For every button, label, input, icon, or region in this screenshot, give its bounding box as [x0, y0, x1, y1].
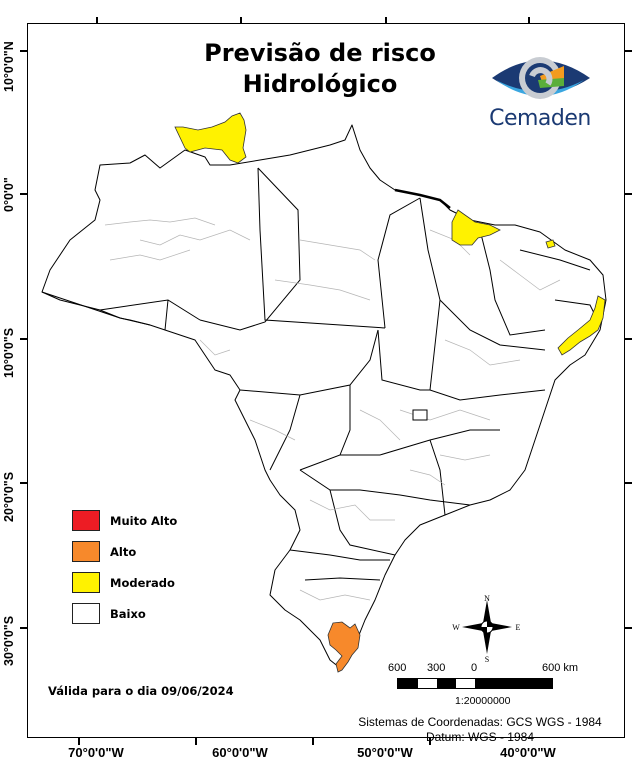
- swatch-moderado: [72, 572, 100, 593]
- tick: [312, 738, 314, 745]
- legend-item-moderado: Moderado: [72, 567, 177, 598]
- legend-label: Baixo: [110, 606, 146, 621]
- legend-item-alto: Alto: [72, 536, 177, 567]
- legend-label: Muito Alto: [110, 513, 178, 528]
- scale-bar: [397, 678, 553, 689]
- svg-text:N: N: [484, 594, 490, 603]
- swatch-baixo: [72, 603, 100, 624]
- tick: [625, 338, 632, 340]
- tick: [20, 338, 27, 340]
- map-frame: [27, 23, 625, 738]
- cemaden-logo-icon: [492, 57, 590, 99]
- x-axis-label: 40°0'0"W: [500, 745, 556, 760]
- svg-text:S: S: [485, 655, 489, 662]
- tick: [625, 50, 632, 52]
- y-axis-label: 10°0'0"N: [2, 41, 16, 92]
- tick: [78, 738, 80, 745]
- x-axis-label: 60°0'0"W: [212, 745, 268, 760]
- svg-text:W: W: [452, 623, 460, 632]
- scale-label: 600 km: [542, 662, 579, 674]
- legend-item-baixo: Baixo: [72, 598, 177, 629]
- crs-line-1: Sistemas de Coordenadas: GCS WGS - 1984: [358, 715, 602, 729]
- y-axis-label: 30°0'0"S: [2, 615, 16, 666]
- risk-area-maranhao: [451, 209, 501, 246]
- df-outline: [412, 409, 428, 421]
- tick: [96, 17, 98, 24]
- risk-area-rs-south: [327, 621, 361, 673]
- risk-area-roraima: [174, 112, 247, 164]
- tick: [20, 482, 27, 484]
- swatch-muito-alto: [72, 510, 100, 531]
- legend-label: Alto: [110, 544, 137, 559]
- scale-label: 0: [471, 662, 478, 674]
- legend-label: Moderado: [110, 575, 175, 590]
- map-title: Previsão de risco Hidrológico: [150, 38, 490, 100]
- x-axis-label: 50°0'0"W: [357, 745, 413, 760]
- tick: [20, 193, 27, 195]
- tick: [240, 17, 242, 24]
- tick: [625, 482, 632, 484]
- tick: [195, 738, 197, 745]
- tick: [625, 627, 632, 629]
- legend: Muito Alto Alto Moderado Baixo: [72, 505, 177, 629]
- y-axis-label: 20°0'0"S: [2, 471, 16, 522]
- x-axis-label: 70°0'0"W: [68, 745, 124, 760]
- tick: [385, 17, 387, 24]
- crs-line-2: Datum: WGS - 1984: [425, 730, 535, 744]
- tick: [20, 50, 27, 52]
- scale-label: 600: [388, 662, 407, 674]
- risk-area-east-coast: [557, 295, 606, 356]
- title-line-2: Hidrológico: [242, 70, 398, 98]
- brazil-map: [41, 112, 607, 673]
- brazil-outline: [41, 124, 607, 669]
- coordinate-system: Sistemas de Coordenadas: GCS WGS - 1984 …: [340, 715, 620, 745]
- title-line-1: Previsão de risco: [204, 39, 436, 67]
- scale-label: 300: [427, 662, 446, 674]
- svg-text:E: E: [516, 623, 521, 632]
- tick: [429, 738, 431, 745]
- compass-rose-icon: N S W E: [452, 594, 521, 662]
- logo-text: Cemaden: [489, 106, 591, 131]
- legend-item-muito-alto: Muito Alto: [72, 505, 177, 536]
- swatch-alto: [72, 541, 100, 562]
- tick: [20, 627, 27, 629]
- tick: [625, 193, 632, 195]
- y-axis-label: 0°0'0": [2, 177, 16, 212]
- risk-area-ceara: [545, 239, 556, 249]
- tick: [528, 17, 530, 24]
- validity-date: Válida para o dia 09/06/2024: [48, 684, 234, 698]
- scale-ratio: 1:20000000: [455, 695, 511, 707]
- y-axis-label: 10°0'0"S: [2, 327, 16, 378]
